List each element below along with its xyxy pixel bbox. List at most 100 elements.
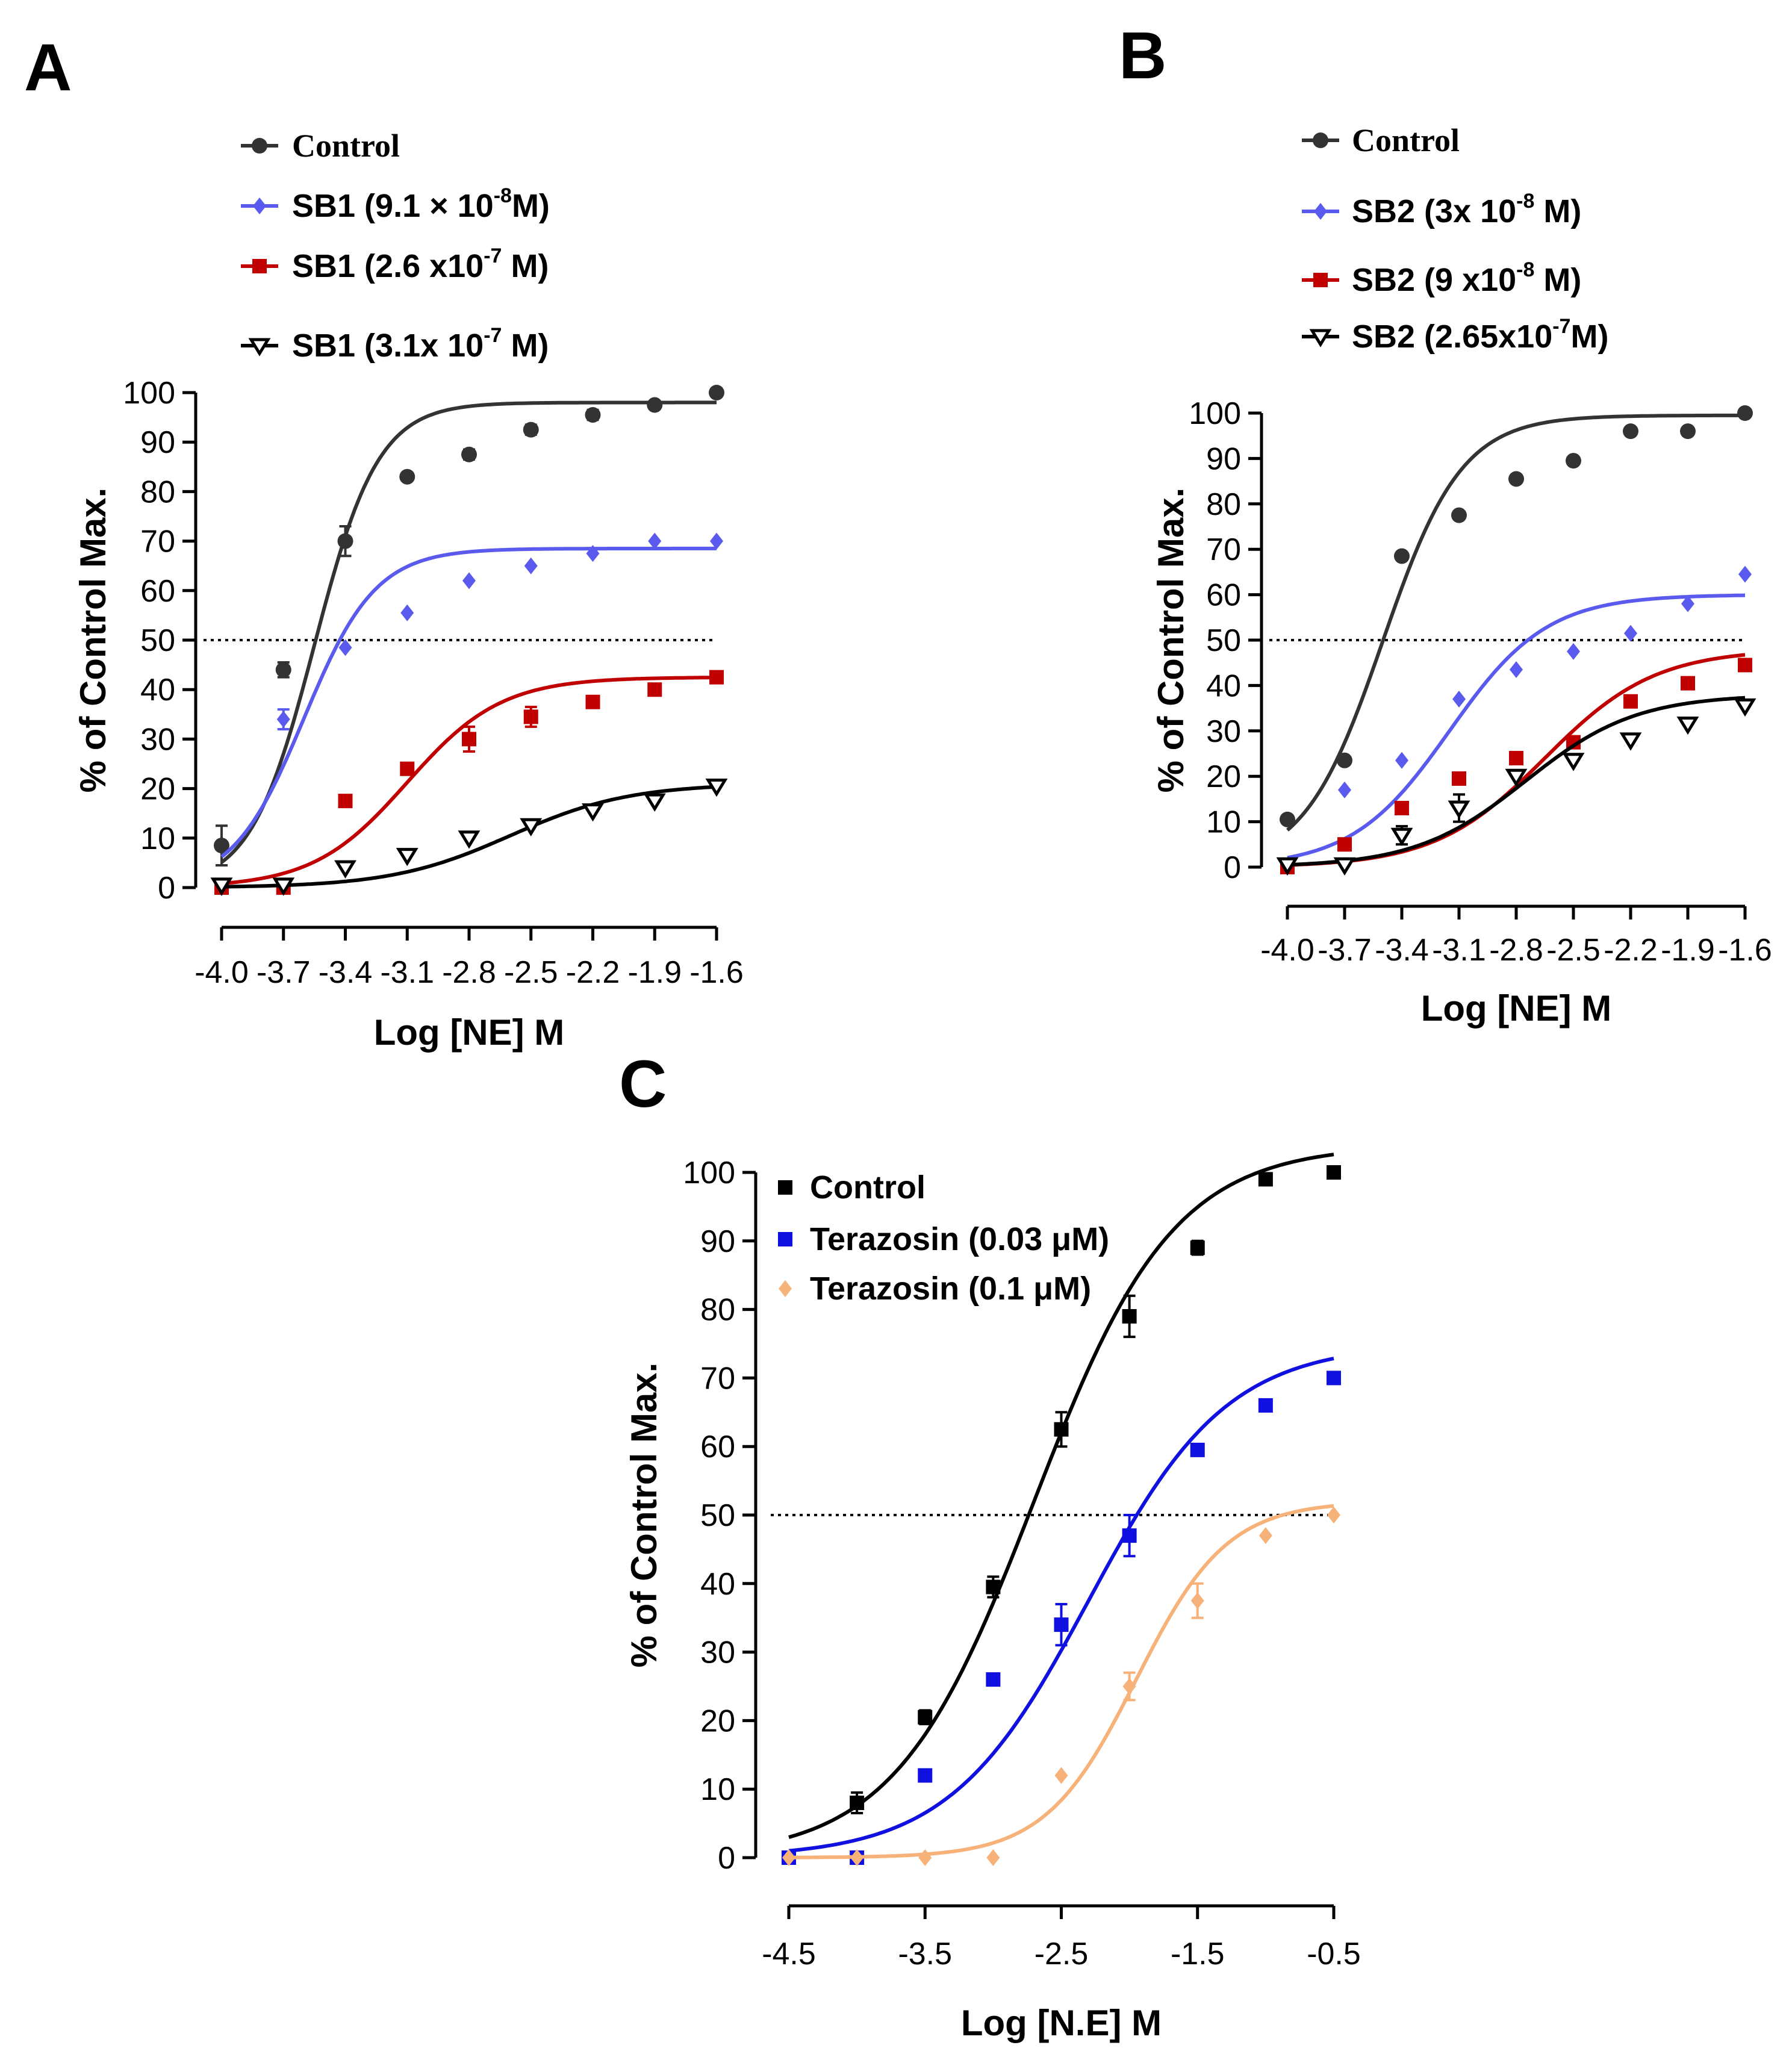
- panel-a-y-tick-label: 50: [140, 623, 175, 658]
- panel-a-y-tick-label: 90: [140, 425, 175, 460]
- panel-c-legend-label: Terazosin (0.1 μM): [810, 1271, 1091, 1307]
- panel-b-series-0-point: [1508, 471, 1524, 487]
- panel-a-x-tick-label: -1.6: [689, 955, 744, 990]
- panel-b-series-1-point: [1624, 624, 1637, 642]
- panel-b-legend-label: SB2 (2.65x10-7M): [1352, 315, 1608, 355]
- panel-c-series-1-point: [986, 1672, 1001, 1687]
- panel-b-series-3-point: [1276, 857, 1299, 876]
- panel-b-series-1-point: [1567, 643, 1580, 660]
- panel-c-series-0-point: [986, 1579, 1001, 1595]
- panel-c-x-tick-label: -0.5: [1307, 1937, 1361, 1971]
- panel-c-series-2-point: [1122, 1678, 1136, 1695]
- panel-b-y-tick-label: 40: [1206, 668, 1241, 703]
- panel-a-series-3-fit-curve: [222, 785, 717, 889]
- panel-a-x-tick-label: -3.4: [319, 955, 373, 990]
- panel-c-series-0-point: [1258, 1172, 1273, 1187]
- panel-a-series-3-point: [210, 877, 233, 896]
- panel-a-series-1-point: [710, 532, 723, 550]
- panel-b-series-0-point: [1623, 423, 1638, 440]
- panel-a-ylabel: % of Control Max.: [73, 488, 113, 793]
- panel-b-series-3-point: [1562, 753, 1585, 771]
- panel-a-series-2-point: [338, 794, 353, 809]
- panel-a-series-0-point: [275, 662, 291, 678]
- panel-c: C Control Terazosin (0.03 μM) Terazosin (0…: [619, 1047, 1361, 2043]
- panel-b-series-3-point: [1448, 800, 1470, 819]
- panel-b-y-tick-label: 30: [1206, 714, 1241, 749]
- panel-c-legend-marker: [778, 1232, 792, 1246]
- panel-c-legend: Control Terazosin (0.03 μM) Terazosin (0.1…: [778, 1169, 1109, 1307]
- panel-b-legend-marker: [1313, 132, 1328, 148]
- panel-b-series-1-point: [1395, 751, 1408, 769]
- panel-b-series-1-fit-curve: [1287, 593, 1746, 860]
- panel-a-series-1-fit-curve: [220, 546, 717, 859]
- panel-b-legend-label: SB2 (3x 10-8 M): [1352, 190, 1581, 229]
- panel-b: B Control SB2 (3x 10-8 M) SB2 (9 x10-8 M) S…: [1119, 19, 1772, 1028]
- panel-a-series-1-point: [400, 604, 414, 621]
- panel-c-x-tick-label: -2.5: [1034, 1937, 1089, 1971]
- panel-a-x-tick-label: -3.7: [257, 955, 311, 990]
- panel-c-series-0-point: [1054, 1422, 1069, 1437]
- panel-a-series-0-fit-curve: [220, 400, 717, 864]
- panel-b-series-3-point: [1390, 827, 1413, 847]
- panel-b-y-tick-label: 90: [1206, 441, 1241, 476]
- panel-b-x-tick-label: -3.1: [1432, 933, 1486, 968]
- panel-a-y-tick-label: 30: [140, 722, 175, 757]
- panel-a-series-2-point: [523, 709, 538, 724]
- panel-b-y-tick-label: 0: [1224, 850, 1241, 885]
- panel-c-series-1-point: [1258, 1398, 1273, 1413]
- panel-a-series-2-point: [462, 732, 476, 747]
- panel-b-series-3-fit-curve: [1287, 695, 1746, 867]
- panel-a-series-2-point: [647, 682, 662, 697]
- panel-a-series-0: [214, 385, 724, 867]
- panel-a-series-0-point: [585, 406, 601, 423]
- panel-c-y-tick-label: 0: [718, 1841, 735, 1876]
- panel-c-y-tick-label: 40: [700, 1567, 735, 1602]
- panel-a-legend-marker: [253, 198, 266, 214]
- panel-a-series-3-point: [334, 860, 356, 879]
- panel-b-series-0-point: [1337, 752, 1352, 768]
- panel-b-series-2-point: [1337, 837, 1352, 852]
- panel-b-legend-label: Control: [1352, 122, 1460, 158]
- panel-b-series-1-point: [1452, 691, 1466, 708]
- panel-a-series-3-point: [272, 877, 295, 896]
- panel-b-y-tick-label: 80: [1206, 487, 1241, 522]
- panel-b-y-tick-label: 20: [1206, 759, 1241, 794]
- panel-c-x-tick-label: -1.5: [1171, 1937, 1225, 1971]
- panel-c-ylabel: % of Control Max.: [624, 1363, 664, 1668]
- panel-c-xlabel: Log [N.E] M: [961, 2003, 1162, 2043]
- panel-c-series-2-point: [850, 1849, 864, 1866]
- panel-b-series-1-point: [1338, 781, 1351, 798]
- panel-c-series-0-point: [1190, 1240, 1205, 1256]
- panel-a-legend-marker: [252, 138, 267, 154]
- panel-a-series-1-point: [276, 711, 290, 728]
- panel-b-series-1-point: [1510, 661, 1523, 679]
- panel-c-series-1-point: [1122, 1528, 1137, 1543]
- panel-a-series-2: [214, 670, 724, 895]
- panel-b-series-0-point: [1737, 405, 1753, 421]
- panel-b-series-0-fit-curve: [1286, 413, 1746, 832]
- panel-c-series-0-point: [850, 1795, 865, 1810]
- panel-a-legend-marker: [252, 259, 267, 273]
- panel-b-series-0: [1280, 405, 1753, 832]
- panel-c-y-tick-label: 100: [683, 1156, 735, 1190]
- panel-c-series-2-point: [1327, 1507, 1340, 1523]
- panel-b-series-2-point: [1395, 800, 1409, 815]
- panel-b-legend-entry-0: Control: [1302, 122, 1460, 158]
- panel-a-series-2-point: [585, 694, 600, 709]
- panel-c-plot: 0 10 20 30 40 50 60 70 80 90 100 -4.5 -3.5 -2.5 -1.5 -0…: [683, 1153, 1361, 1971]
- panel-c-series-0-point: [918, 1710, 933, 1725]
- panel-a-y-tick-label: 10: [140, 821, 175, 856]
- panel-a-legend-entry-2: SB1 (2.6 x10-7 M): [241, 244, 549, 284]
- panel-b-series-2-point: [1509, 751, 1523, 766]
- panel-c-x-tick-label: -4.5: [762, 1937, 816, 1971]
- panel-b-legend-entry-3: SB2 (2.65x10-7M): [1302, 315, 1608, 355]
- panel-a-series-1-point: [586, 545, 600, 562]
- panel-b-legend-label: SB2 (9 x10-8 M): [1352, 258, 1581, 298]
- panel-a-series-0-point: [461, 446, 477, 462]
- panel-b-y-tick-label: 70: [1206, 532, 1241, 567]
- panel-c-y-tick-label: 90: [700, 1224, 735, 1259]
- panel-c-y-tick-label: 60: [700, 1430, 735, 1464]
- panel-b-series-1-point: [1681, 595, 1694, 612]
- panel-b-y-tick-label: 10: [1206, 805, 1241, 840]
